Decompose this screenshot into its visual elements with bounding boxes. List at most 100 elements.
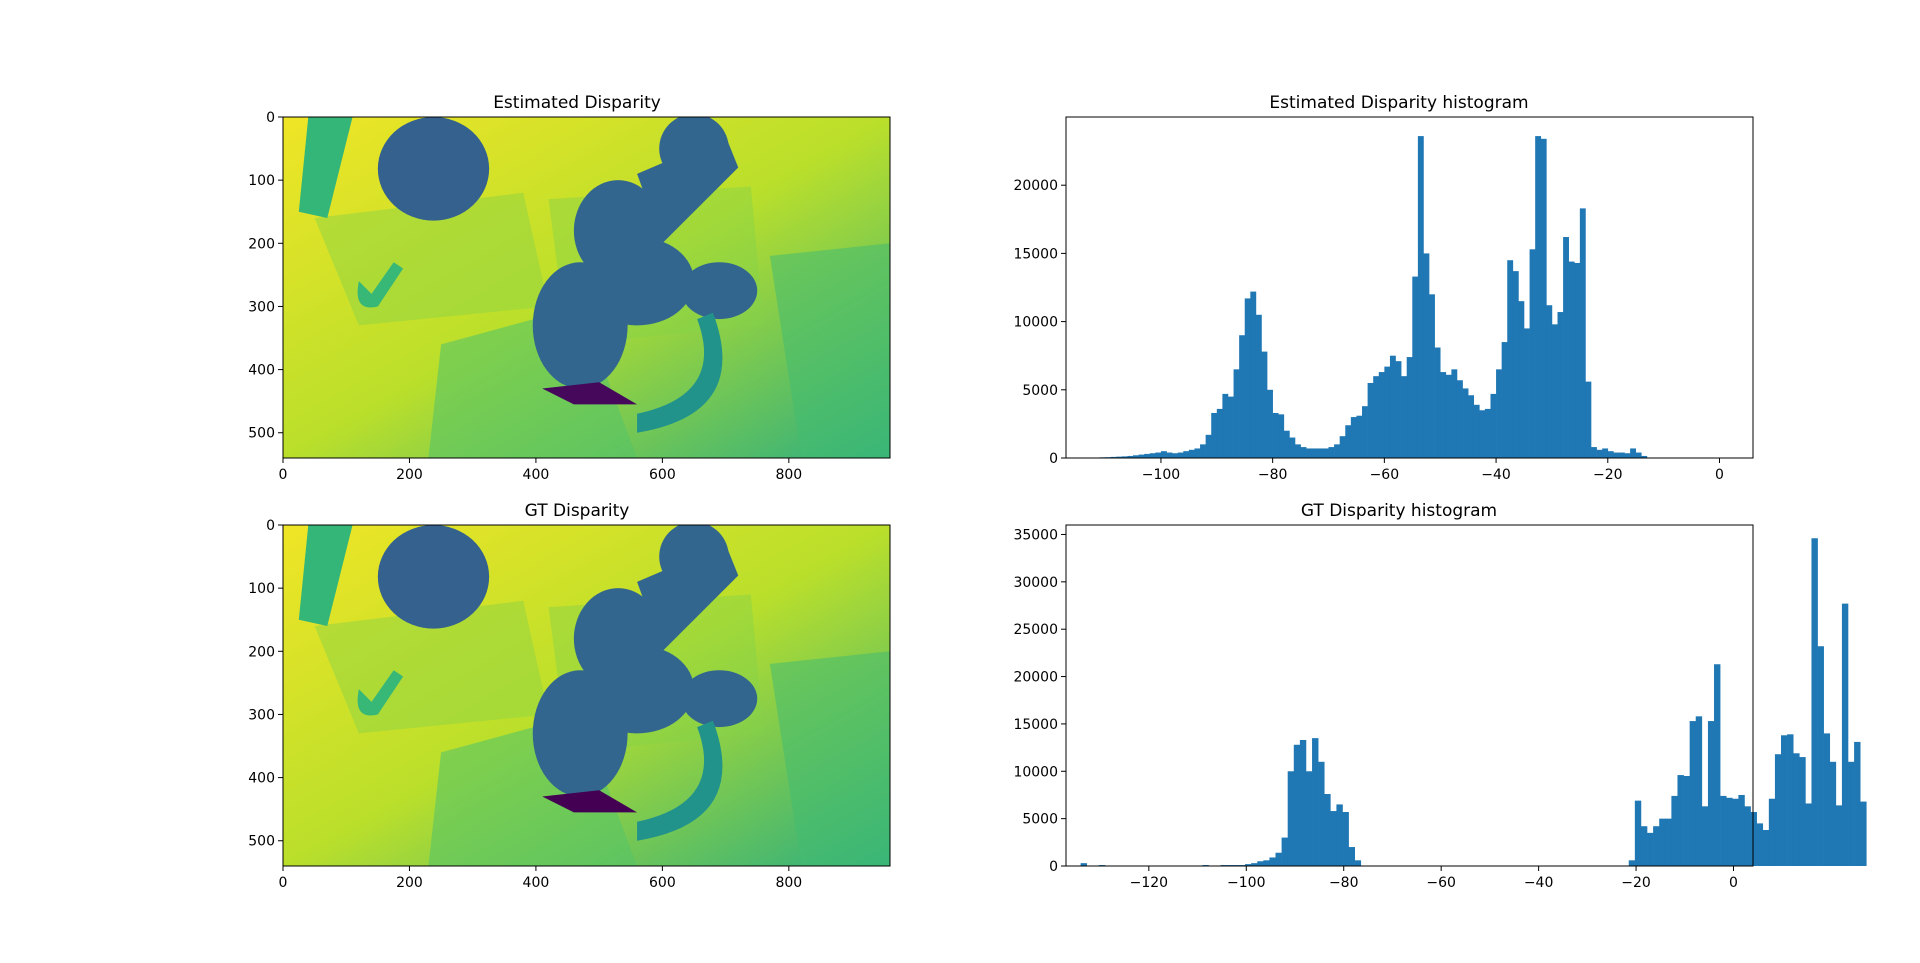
histogram-bar <box>1244 298 1251 458</box>
hist-3-frame <box>1065 524 1754 867</box>
histogram-bar <box>1289 437 1296 458</box>
histogram-bar <box>1634 800 1642 866</box>
motorcycle-region <box>681 262 758 320</box>
histogram-bar <box>1362 406 1368 458</box>
hist-3-ytick-label: 35000 <box>1013 527 1058 543</box>
histogram-bar <box>1665 818 1672 866</box>
panel-region <box>769 651 890 866</box>
image-2-ytick-label: 200 <box>248 644 275 660</box>
estimated-disparity-panel: Estimated Disparity 0 200 400 600 800 0 100 200… <box>248 93 891 483</box>
histogram-bar <box>1774 754 1782 866</box>
histogram-bar <box>1133 455 1139 458</box>
histogram-bar <box>1535 136 1542 458</box>
histogram-bar <box>1689 721 1697 866</box>
histogram-bar <box>1245 864 1252 866</box>
image-0-xtick-label: 400 <box>523 467 550 483</box>
tail-region <box>637 312 723 433</box>
histogram-bar <box>1116 456 1123 458</box>
histogram-bar <box>1317 448 1324 458</box>
histogram-bar <box>1653 826 1660 866</box>
histogram-bar <box>1490 393 1497 458</box>
image-2-xtick-label: 200 <box>396 875 423 891</box>
histogram-bar <box>1524 328 1530 458</box>
hist-1-xtick-label: −100 <box>1142 467 1180 483</box>
histogram-bar <box>1127 455 1134 458</box>
disparity-image-2 <box>283 525 890 866</box>
histogram-bar <box>1200 444 1206 458</box>
histogram-bar <box>1261 351 1268 458</box>
panel-region <box>769 243 890 458</box>
histogram-bar <box>1172 453 1179 458</box>
hist-3-ytick-label: 0 <box>1049 859 1058 875</box>
image-2-ytick-label: 400 <box>248 771 275 787</box>
histogram-bar <box>1395 361 1402 458</box>
hist-3-xtick-label: −60 <box>1426 875 1456 891</box>
histogram-bar <box>1484 408 1491 458</box>
histogram-bar <box>1744 806 1751 866</box>
hist-3-xtick-label: −40 <box>1524 875 1554 891</box>
histogram-bar <box>1496 369 1502 458</box>
image-2-ytick-label: 300 <box>248 707 275 723</box>
histogram-bar <box>1389 355 1396 458</box>
histogram-bar <box>1318 761 1325 866</box>
image-2-frame <box>282 524 891 867</box>
histogram-bar <box>1628 860 1636 866</box>
hist-3-ytick-label: 20000 <box>1013 670 1058 686</box>
histogram-bar <box>1149 453 1156 458</box>
histogram-bar <box>1251 863 1258 866</box>
histogram-bar <box>1602 448 1609 458</box>
image-0-xtick-label: 800 <box>775 467 802 483</box>
histogram-bar <box>1269 857 1276 866</box>
motorcycle-region <box>573 588 663 690</box>
histogram-bar <box>1160 451 1167 458</box>
image-0-ytick-label: 300 <box>248 299 275 315</box>
gt-disparity-title: GT Disparity <box>525 501 630 521</box>
histogram-bar <box>1330 811 1337 866</box>
histogram-bar <box>1720 795 1727 866</box>
histogram-bar <box>1378 372 1385 458</box>
hist-3-xtick-label: −120 <box>1130 875 1168 891</box>
histogram-bar <box>1793 753 1800 866</box>
histogram-bar <box>1144 453 1151 458</box>
gt-histogram-panel: GT Disparity histogram −120 −100 −80 −60 −40… <box>1013 501 1867 891</box>
histogram-bar <box>1596 449 1603 458</box>
hist-1-ytick-label: 20000 <box>1013 178 1058 194</box>
histogram-bar <box>1546 305 1553 458</box>
motorcycle-region <box>637 543 739 652</box>
histogram-bar <box>1440 372 1447 458</box>
histogram-bar <box>1211 412 1218 458</box>
histogram-bar <box>1257 861 1264 866</box>
histogram-bar <box>1750 812 1757 866</box>
histogram-bar <box>1216 408 1223 458</box>
histogram-bar <box>1300 447 1307 458</box>
hist-1-xtick-label: −80 <box>1258 467 1288 483</box>
histogram-bar <box>1312 738 1319 866</box>
large-disc-region <box>377 117 490 221</box>
histogram-bar <box>1805 803 1812 866</box>
histogram-bar <box>1563 237 1569 458</box>
histogram-bar <box>1311 448 1318 458</box>
histogram-bar <box>1529 249 1536 458</box>
histogram-bar <box>1356 415 1363 458</box>
histogram-bar <box>1287 771 1295 866</box>
tail-region <box>637 720 723 841</box>
histogram-bar <box>1540 138 1547 458</box>
histogram-bar <box>1635 452 1642 458</box>
histogram-bar <box>1860 801 1867 866</box>
motorcycle-region <box>573 180 663 282</box>
hook-region <box>357 670 404 716</box>
histogram-bar <box>1183 451 1190 458</box>
histogram-bar <box>1250 291 1257 458</box>
hist-3-xtick-label: −80 <box>1329 875 1359 891</box>
histogram-bar <box>1295 444 1301 458</box>
histogram-bar <box>1272 412 1279 458</box>
hist-1-xtick-label: 0 <box>1715 467 1724 483</box>
histogram-bar <box>1823 733 1831 866</box>
histogram-bar <box>1350 417 1357 458</box>
histogram-bar <box>1671 795 1678 866</box>
histogram-bar <box>1659 818 1666 866</box>
top-left-panel-region <box>298 525 353 627</box>
hist-1-ytick-label: 0 <box>1049 451 1058 467</box>
histogram-bar <box>1155 452 1162 458</box>
histogram-bar <box>1613 452 1620 458</box>
